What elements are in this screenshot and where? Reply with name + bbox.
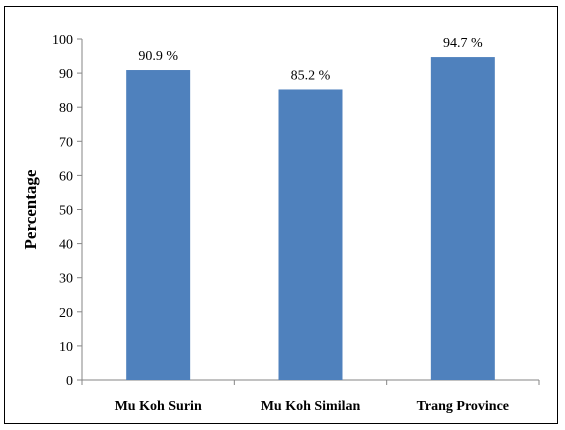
y-tick-label: 60 (59, 169, 73, 184)
y-tick-label: 20 (59, 306, 73, 321)
data-label: 90.9 % (138, 49, 178, 64)
bar (126, 70, 191, 380)
y-tick-label: 80 (59, 101, 73, 116)
x-category-label: Mu Koh Similan (261, 399, 361, 414)
data-label: 85.2 % (291, 68, 331, 83)
y-axis: 0 10 20 30 40 50 60 70 80 90 100 (52, 33, 83, 389)
x-axis: Mu Koh Surin Mu Koh Similan Trang Province (81, 379, 540, 414)
bar (278, 89, 343, 380)
y-tick-label: 30 (59, 272, 73, 287)
chart-frame: 0 10 20 30 40 50 60 70 80 90 100 Mu Koh Surin Mu Ko… (4, 6, 558, 424)
data-label: 94.7 % (443, 36, 483, 51)
x-category-label: Mu Koh Surin (115, 399, 202, 414)
bar-series (126, 57, 495, 380)
y-tick-label: 0 (66, 374, 73, 389)
y-tick-label: 90 (59, 67, 73, 82)
y-tick-label: 100 (52, 33, 73, 48)
y-tick-label: 70 (59, 135, 73, 150)
bar (430, 57, 495, 380)
y-tick-label: 40 (59, 238, 73, 253)
x-category-label: Trang Province (417, 399, 509, 414)
y-axis-title: Percentage (21, 169, 40, 249)
data-labels: 90.9 % 85.2 % 94.7 % (138, 36, 483, 83)
y-tick-label: 50 (59, 204, 73, 219)
y-tick-label: 10 (59, 340, 73, 355)
